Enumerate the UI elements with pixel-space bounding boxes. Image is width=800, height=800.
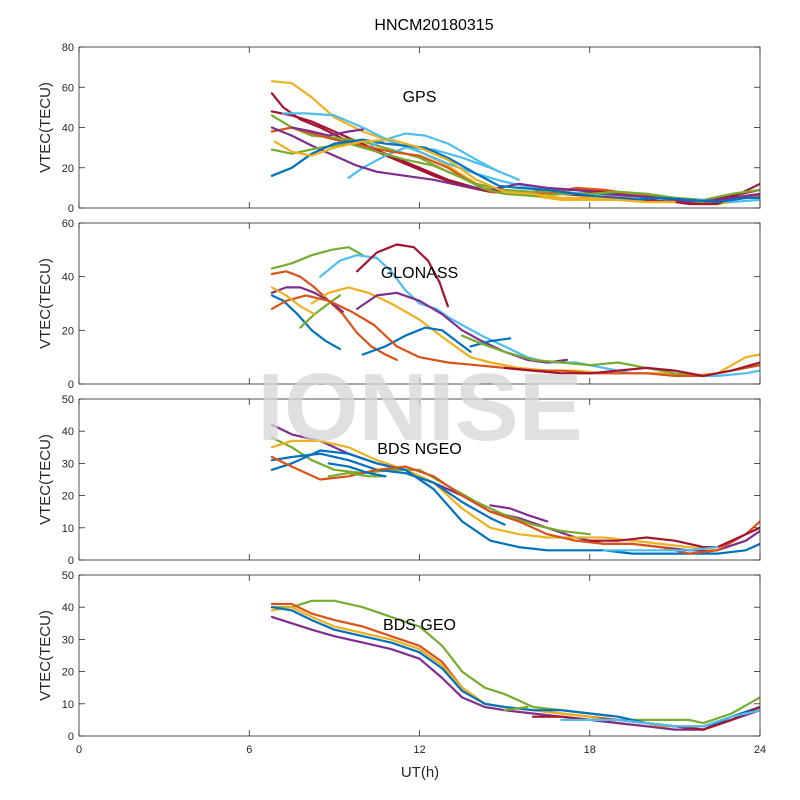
- y-tick-label: 20: [62, 163, 74, 175]
- x-tick-label: 0: [76, 744, 82, 756]
- series-line-3: [270, 439, 719, 552]
- y-axis-label: VTEC(TECU): [37, 258, 54, 349]
- panel-glonass: 0 20 40 60 VTEC(TECU) GLONASS: [37, 218, 761, 391]
- watermark: IONISE: [257, 354, 582, 461]
- series-line-10: [327, 462, 387, 478]
- y-tick-label: 80: [62, 42, 74, 54]
- series-line-12: [461, 334, 705, 377]
- series-line-13: [270, 294, 760, 377]
- series-line-9: [469, 337, 512, 348]
- y-tick-label: 50: [62, 570, 74, 582]
- y-tick-label: 40: [62, 602, 74, 614]
- series-line-15: [270, 286, 316, 316]
- series-group: [270, 599, 760, 731]
- x-axis-label: UT(h): [401, 764, 439, 781]
- y-tick-label: 0: [68, 555, 74, 567]
- series-line-8: [503, 705, 529, 712]
- series-line-8: [361, 326, 472, 356]
- y-tick-label: 30: [62, 634, 74, 646]
- y-tick-label: 10: [62, 699, 74, 711]
- series-line-10: [270, 142, 705, 204]
- series-line-2: [270, 436, 591, 536]
- y-tick-label: 10: [62, 523, 74, 535]
- series-line-1: [270, 246, 364, 270]
- x-tick-label: 24: [754, 744, 766, 756]
- series-line-7: [560, 709, 760, 728]
- series-line-8: [327, 472, 387, 478]
- y-tick-label: 20: [62, 491, 74, 503]
- y-tick-label: 0: [68, 203, 74, 215]
- y-tick-label: 60: [62, 218, 74, 230]
- y-axis-label: VTEC(TECU): [37, 82, 54, 173]
- series-line-11: [489, 504, 549, 523]
- panel-gps: 0 20 40 60 80 VTEC(TECU) GPS: [37, 42, 761, 215]
- y-tick-label: 30: [62, 458, 74, 470]
- series-line-12: [273, 138, 676, 204]
- series-line-3: [356, 243, 449, 308]
- y-tick-label: 20: [62, 667, 74, 679]
- y-tick-label: 40: [62, 426, 74, 438]
- y-tick-label: 0: [68, 731, 74, 743]
- x-tick-label: 12: [413, 744, 425, 756]
- y-tick-label: 40: [62, 123, 74, 135]
- series-line-13: [290, 126, 364, 137]
- series-line-7: [588, 526, 760, 549]
- y-tick-label: 0: [68, 379, 74, 391]
- y-tick-label: 20: [62, 325, 74, 337]
- y-tick-label: 40: [62, 272, 74, 284]
- y-tick-label: 60: [62, 82, 74, 94]
- series-line-1: [270, 599, 760, 725]
- series-line-11: [299, 294, 342, 329]
- panel-label: BDS NGEO: [377, 441, 461, 458]
- series-line-6: [270, 455, 760, 555]
- y-tick-label: 50: [62, 394, 74, 406]
- series-line-5: [270, 615, 760, 731]
- series-group: [270, 423, 760, 555]
- series-group: [270, 80, 760, 206]
- x-tick-label: 6: [246, 744, 252, 756]
- panel-bds-ngeo: 0 10 20 30 40 50 VTEC(TECU) BDS NGEO: [37, 394, 761, 567]
- panel-label: BDS GEO: [383, 617, 456, 634]
- series-line-5: [270, 452, 506, 526]
- series-line-11: [270, 138, 760, 204]
- series-line-9: [602, 546, 719, 552]
- chart-title: HNCM20180315: [374, 17, 493, 34]
- y-axis-label: VTEC(TECU): [37, 610, 54, 701]
- series-group: [270, 243, 760, 377]
- plot-area: [79, 47, 760, 208]
- panel-label: GLONASS: [381, 265, 458, 282]
- x-tick-label: 18: [584, 744, 596, 756]
- panel-label: GPS: [403, 89, 437, 106]
- series-line-14: [503, 361, 760, 377]
- plot-area: [79, 575, 760, 736]
- panel-bds-geo: 0 10 20 30 40 50 0 6 12 18 24 VTEC(TECU) BDS GEO: [37, 570, 766, 756]
- y-axis-label: VTEC(TECU): [37, 434, 54, 525]
